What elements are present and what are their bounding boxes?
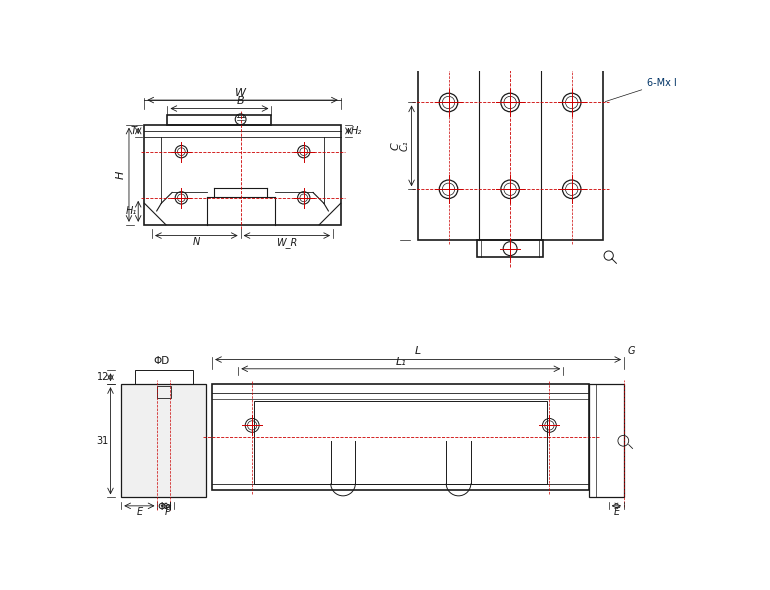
Text: P: P bbox=[165, 507, 170, 517]
Bar bbox=[122, 384, 206, 497]
Text: N: N bbox=[192, 237, 200, 247]
Bar bbox=[157, 386, 171, 398]
Text: Φd: Φd bbox=[158, 502, 172, 512]
Text: C₁: C₁ bbox=[400, 140, 410, 151]
Text: W: W bbox=[235, 88, 246, 98]
Text: 12: 12 bbox=[96, 372, 109, 382]
Text: H₂: H₂ bbox=[351, 126, 362, 136]
Text: T: T bbox=[131, 126, 137, 136]
Bar bbox=[145, 124, 340, 225]
Text: G: G bbox=[627, 346, 634, 356]
Bar bbox=[212, 384, 590, 490]
Bar bbox=[417, 51, 603, 240]
Bar bbox=[254, 401, 547, 484]
Bar bbox=[136, 371, 192, 384]
Bar bbox=[477, 240, 544, 257]
Text: W_R: W_R bbox=[276, 237, 297, 248]
Text: ΦD: ΦD bbox=[153, 356, 169, 366]
Text: H: H bbox=[116, 171, 126, 179]
Bar bbox=[590, 384, 624, 497]
Text: E: E bbox=[136, 507, 142, 517]
Bar bbox=[477, 35, 544, 51]
Text: 6-Mx l: 6-Mx l bbox=[605, 78, 677, 101]
Text: E: E bbox=[614, 507, 619, 517]
Text: C: C bbox=[391, 142, 401, 150]
Text: 31: 31 bbox=[97, 436, 109, 446]
Bar bbox=[168, 116, 272, 124]
Text: L₁: L₁ bbox=[396, 358, 406, 367]
Text: H₁: H₁ bbox=[126, 206, 137, 217]
Text: B: B bbox=[237, 96, 244, 106]
Text: L: L bbox=[415, 346, 421, 356]
